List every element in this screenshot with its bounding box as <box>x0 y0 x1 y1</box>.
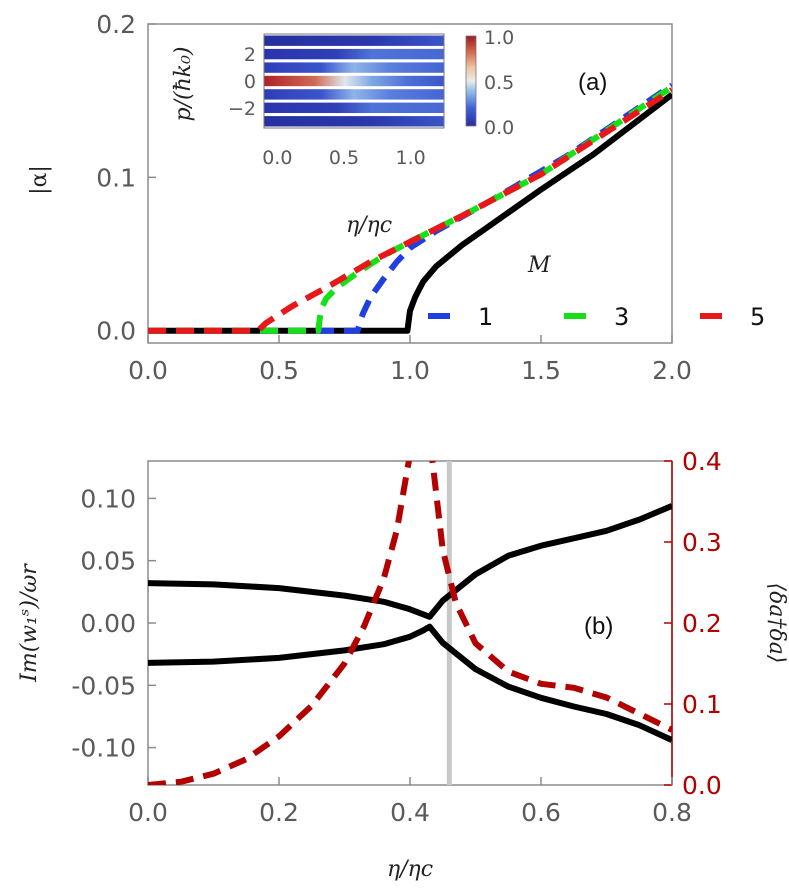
inset-xlabel: η/ηc <box>346 213 392 238</box>
y-tick-label: 0.0 <box>96 317 136 346</box>
panel-b-y2-ticks: 0.4 0.3 0.2 0.1 0.0 <box>664 447 722 800</box>
x-tick-label: 1.0 <box>390 356 430 385</box>
x-tick-label: 2.0 <box>652 356 692 385</box>
panel-b: 0.10 0.05 0.00 -0.05 -0.10 0.4 0.3 0.2 0.1 0.0 0… <box>17 447 789 882</box>
heatmap-row <box>264 62 444 73</box>
colorbar-tick-label: 1.0 <box>484 27 514 49</box>
x-tick-label: 0.0 <box>128 798 168 827</box>
legend-label: 3 <box>614 303 629 331</box>
heatmap-row <box>264 75 444 87</box>
inset-y-tick-label: 2 <box>244 44 256 66</box>
imag-eigenvalue-line-0 <box>148 503 672 620</box>
y2-tick-label: 0.1 <box>682 690 722 719</box>
panel-b-series <box>148 461 672 785</box>
photon-number-line <box>148 461 672 785</box>
inset-x-tick-label: 0.0 <box>262 147 292 169</box>
legend-label: 1 <box>478 303 493 331</box>
inset-colorbar <box>465 35 477 127</box>
y2-tick-label: 0.4 <box>682 447 722 476</box>
panel-a-ylabel: |α| <box>27 165 52 195</box>
panel-a-x-ticks: 0.0 0.5 1.0 1.5 2.0 <box>128 335 692 385</box>
panel-b-ylabel: Im(w₁ˢ)/ωr <box>17 563 42 683</box>
y-tick-label: 0.00 <box>80 609 136 638</box>
series-line-5 <box>148 87 672 334</box>
x-tick-label: 0.2 <box>259 798 299 827</box>
inset-y-tick-label: −2 <box>228 98 256 120</box>
panel-b-y2label: ⟨δa†δa⟩ <box>764 583 789 664</box>
heatmap-row <box>264 35 444 46</box>
legend-entries: 1 3 5 <box>428 303 765 331</box>
imag-eigenvalue-line-1 <box>148 623 672 743</box>
colorbar-tick-label: 0.5 <box>484 72 514 94</box>
panel-a-series <box>148 82 672 334</box>
panel-b-xlabel: η/ηc <box>387 857 433 882</box>
series-line-black <box>148 92 672 334</box>
y-tick-label: 0.2 <box>96 10 136 39</box>
y-tick-label: -0.05 <box>71 671 136 700</box>
inset-y-tick-label: 0 <box>244 71 256 93</box>
inset-frame <box>263 33 445 129</box>
inset: 0.0 0.5 1.0 2 0 −2 p/(ħk₀) η/ηc 1.0 0.5 0.0 <box>171 27 514 238</box>
legend-label: 5 <box>750 303 765 331</box>
heatmap-row <box>264 102 444 113</box>
y-tick-label: 0.10 <box>80 484 136 513</box>
panel-a-y-ticks: 0.0 0.1 0.2 <box>96 10 156 346</box>
x-tick-label: 0.8 <box>652 798 692 827</box>
heatmap-row <box>264 116 444 127</box>
panel-b-y-ticks: 0.10 0.05 0.00 -0.05 -0.10 <box>71 484 156 763</box>
y2-tick-label: 0.0 <box>682 771 722 800</box>
panel-a-legend: M 1 3 5 <box>428 253 765 331</box>
y-tick-label: -0.10 <box>71 734 136 763</box>
x-tick-label: 0.5 <box>259 356 299 385</box>
inset-x-tick-label: 1.0 <box>396 147 426 169</box>
x-tick-label: 0.0 <box>128 356 168 385</box>
legend-title: M <box>527 253 551 278</box>
x-tick-label: 1.5 <box>521 356 561 385</box>
y2-tick-label: 0.2 <box>682 609 722 638</box>
y-tick-label: 0.1 <box>96 163 136 192</box>
inset-x-tick-label: 0.5 <box>329 147 359 169</box>
heatmap-row <box>264 48 444 60</box>
inset-heatmap <box>264 35 444 127</box>
panel-b-tag: (b) <box>584 613 613 640</box>
colorbar-ticks: 1.0 0.5 0.0 <box>484 27 514 139</box>
inset-ticks: 0.0 0.5 1.0 2 0 −2 <box>228 44 426 169</box>
panel-a: 0.0 0.1 0.2 0.0 0.5 1.0 1.5 2.0 |α| 0.0 0.5 1.0 2… <box>27 10 765 385</box>
heatmap-row <box>264 89 444 100</box>
x-tick-label: 0.4 <box>390 798 430 827</box>
panel-a-tag: (a) <box>578 69 607 96</box>
x-tick-label: 0.6 <box>521 798 561 827</box>
colorbar-tick-label: 0.0 <box>484 117 514 139</box>
inset-ylabel: p/(ħk₀) <box>171 47 196 122</box>
panel-b-x-ticks: 0.0 0.2 0.4 0.6 0.8 <box>128 777 692 827</box>
y-tick-label: 0.05 <box>80 547 136 576</box>
y2-tick-label: 0.3 <box>682 528 722 557</box>
